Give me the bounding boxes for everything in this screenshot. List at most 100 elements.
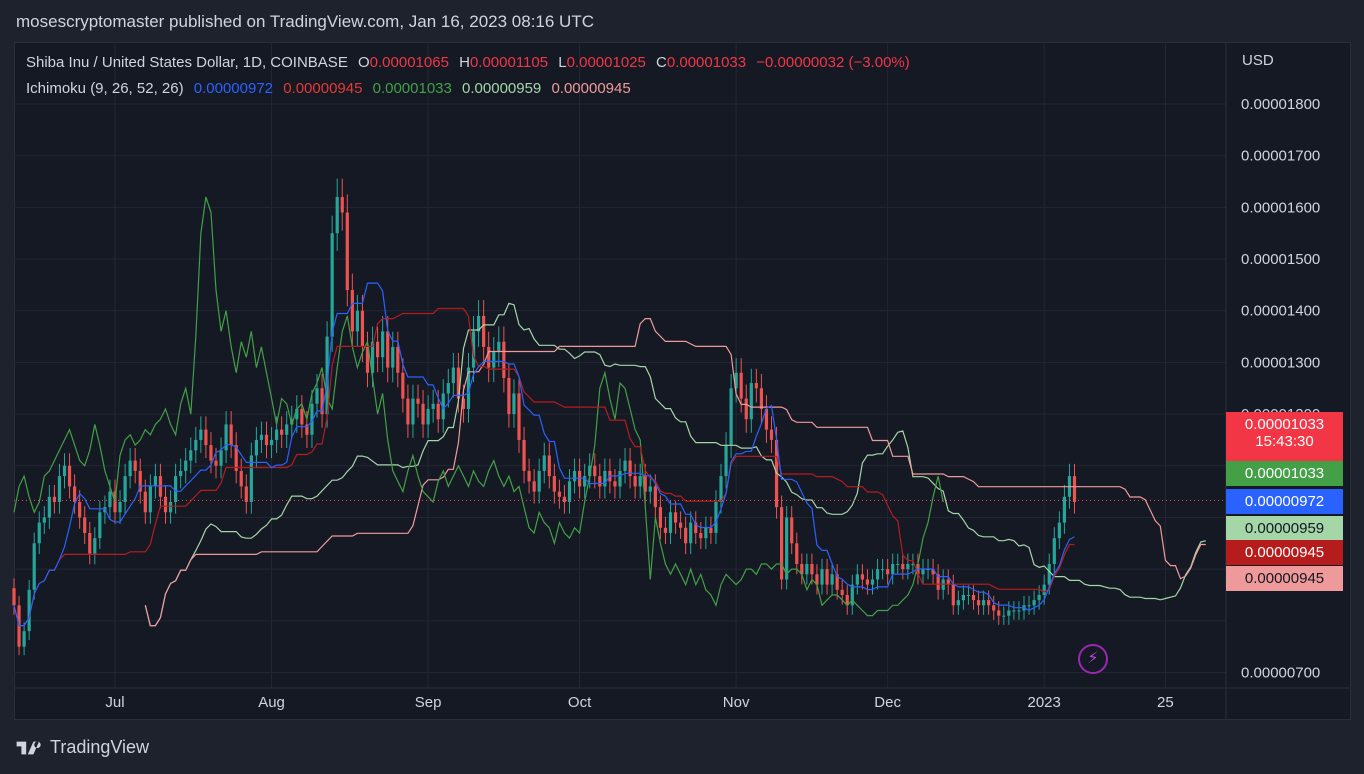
candle-body <box>850 584 854 606</box>
candle-body <box>845 594 849 606</box>
candle-body <box>886 569 890 575</box>
candle-body <box>931 569 935 575</box>
candle-body <box>118 501 122 513</box>
candle-body <box>870 579 875 585</box>
symbol-legend: Shiba Inu / United States Dollar, 1D, CO… <box>26 54 916 71</box>
candle-body <box>522 439 526 471</box>
candle-body <box>487 346 491 368</box>
candle-body <box>224 424 228 451</box>
candle-body <box>976 600 981 606</box>
candle-body <box>47 496 51 518</box>
candle-body <box>128 460 132 477</box>
candle-body <box>734 372 738 389</box>
candle-body <box>1007 610 1011 616</box>
candle-body <box>557 491 561 497</box>
candle-body <box>249 455 253 502</box>
candle-body <box>704 527 708 539</box>
candle-body <box>325 336 329 415</box>
candle-body <box>42 517 46 523</box>
candle-body <box>936 574 940 590</box>
candle-body <box>305 424 309 435</box>
x-tick-label: Jul <box>105 694 124 711</box>
candle-body <box>875 569 880 580</box>
candle-body <box>315 388 319 404</box>
candle-body <box>926 569 930 571</box>
conversion-line <box>13 282 1075 627</box>
candle-body <box>426 408 430 425</box>
candle-body <box>825 569 829 585</box>
candle-body <box>992 605 996 611</box>
candle-body <box>840 589 844 595</box>
candle-body <box>411 398 415 425</box>
x-tick-label: Nov <box>723 694 750 711</box>
candle-body <box>73 486 77 502</box>
candle-body <box>32 543 36 590</box>
chart-frame[interactable] <box>14 42 1351 720</box>
symbol-title: Shiba Inu / United States Dollar, 1D, CO… <box>26 54 348 71</box>
candle-body <box>365 346 370 373</box>
tradingview-logo-icon <box>16 741 41 754</box>
candle-body <box>785 517 789 580</box>
candle-body <box>340 197 344 213</box>
candle-body <box>78 501 82 518</box>
candle-body <box>295 408 299 420</box>
candle-body <box>618 470 622 487</box>
candle-body <box>345 212 349 291</box>
y-tick-label: 0.00001800 <box>1241 96 1320 113</box>
candle-body <box>275 429 279 440</box>
candle-body <box>179 470 183 477</box>
candle-body <box>350 290 354 332</box>
candle-body <box>542 455 546 471</box>
candle-body <box>1027 605 1031 607</box>
candle-body <box>552 476 556 492</box>
candle-body <box>658 507 662 528</box>
candle-body <box>174 476 178 502</box>
candle-body <box>562 496 567 502</box>
candle-body <box>209 445 213 461</box>
span-b-line <box>144 318 1206 627</box>
candle-body <box>381 331 385 358</box>
candle-body <box>492 352 496 368</box>
candle-body <box>416 398 420 404</box>
lightning-icon[interactable]: ⚡ <box>1078 644 1108 674</box>
tradingview-logo: TradingView <box>16 737 149 758</box>
y-tick-label: 0.00001600 <box>1241 199 1320 216</box>
candle-body <box>27 589 31 632</box>
candle-body <box>567 481 572 502</box>
candle-body <box>194 439 198 451</box>
candle-body <box>37 522 41 544</box>
span-a-line <box>144 302 1206 627</box>
candle-body <box>436 403 440 420</box>
candle-body <box>189 450 193 461</box>
span-b-tag: 0.00000945 <box>1226 566 1343 591</box>
candle-body <box>633 476 637 487</box>
lagging-span-tag: 0.00001033 <box>1226 461 1343 486</box>
candle-body <box>835 574 839 590</box>
conversion-line-tag: 0.00000972 <box>1226 489 1343 514</box>
candle-body <box>1002 615 1006 617</box>
candle-body <box>547 455 551 477</box>
candle-body <box>421 403 425 425</box>
lagging-span-line <box>13 196 944 617</box>
open-label: O <box>358 54 370 71</box>
candle-body <box>603 470 607 487</box>
candle-body <box>330 233 334 337</box>
candle-body <box>477 315 481 332</box>
candle-body <box>360 310 365 347</box>
candle-body <box>163 496 168 513</box>
candle-body <box>588 465 592 477</box>
candle-body <box>679 522 683 528</box>
candle-body <box>168 501 173 513</box>
candle-body <box>684 527 688 544</box>
candle-body <box>57 476 62 502</box>
candle-body <box>906 563 910 570</box>
candle-body <box>219 450 223 466</box>
candle-body <box>613 481 617 487</box>
candle-body <box>694 522 698 533</box>
candle-body <box>956 600 960 606</box>
candle-body <box>865 579 870 585</box>
candle-body <box>795 543 799 564</box>
candle-body <box>800 563 804 575</box>
y-tick-label: 0.00001700 <box>1241 148 1320 165</box>
